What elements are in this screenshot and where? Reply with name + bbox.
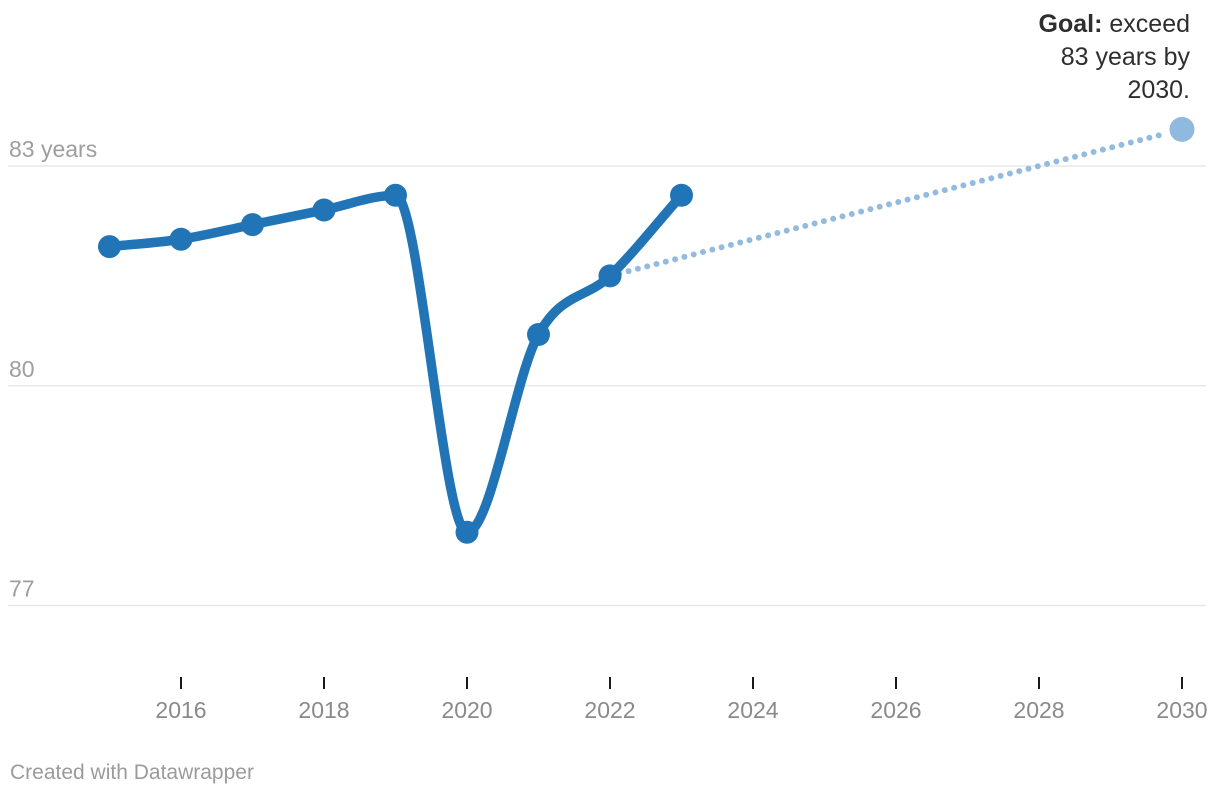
data-point-2017[interactable]	[241, 213, 264, 237]
x-tick-label: 2020	[441, 697, 492, 723]
goal-annotation-line3: 2030.	[1127, 76, 1190, 104]
data-point-2022[interactable]	[598, 264, 622, 288]
x-tick-label: 2026	[870, 697, 921, 723]
data-point-2019[interactable]	[384, 183, 407, 207]
goal-annotation-rest: exceed	[1102, 10, 1190, 38]
y-axis-label: 77	[9, 576, 35, 602]
y-axis-label: 80	[9, 356, 35, 382]
data-point-2018[interactable]	[312, 198, 336, 222]
actual-series-line	[104, 190, 687, 537]
x-tick-label: 2018	[298, 697, 349, 723]
data-point-2023[interactable]	[670, 183, 693, 207]
datawrapper-credit-link[interactable]: Created with Datawrapper	[10, 761, 254, 784]
data-point-2015[interactable]	[98, 235, 121, 259]
goal-annotation-line2: 83 years by	[1060, 43, 1190, 71]
goal-point-2030[interactable]	[1169, 116, 1195, 142]
data-point-2020[interactable]	[455, 520, 479, 544]
data-point-2016[interactable]	[169, 227, 193, 251]
y-axis-label: 83 years	[9, 136, 97, 162]
goal-annotation-line1: Goal: exceed	[930, 8, 1190, 41]
x-tick-label: 2028	[1013, 697, 1064, 723]
data-point-2021[interactable]	[527, 322, 550, 346]
x-tick-label: 2030	[1156, 697, 1207, 723]
x-tick-label: 2024	[727, 697, 778, 723]
goal-annotation: Goal: exceed 83 years by 2030.	[930, 8, 1190, 107]
goal-projection-dotted-line	[607, 130, 1169, 279]
x-tick-label: 2022	[584, 697, 635, 723]
goal-annotation-bold: Goal:	[1038, 10, 1103, 38]
x-tick-label: 2016	[155, 697, 206, 723]
